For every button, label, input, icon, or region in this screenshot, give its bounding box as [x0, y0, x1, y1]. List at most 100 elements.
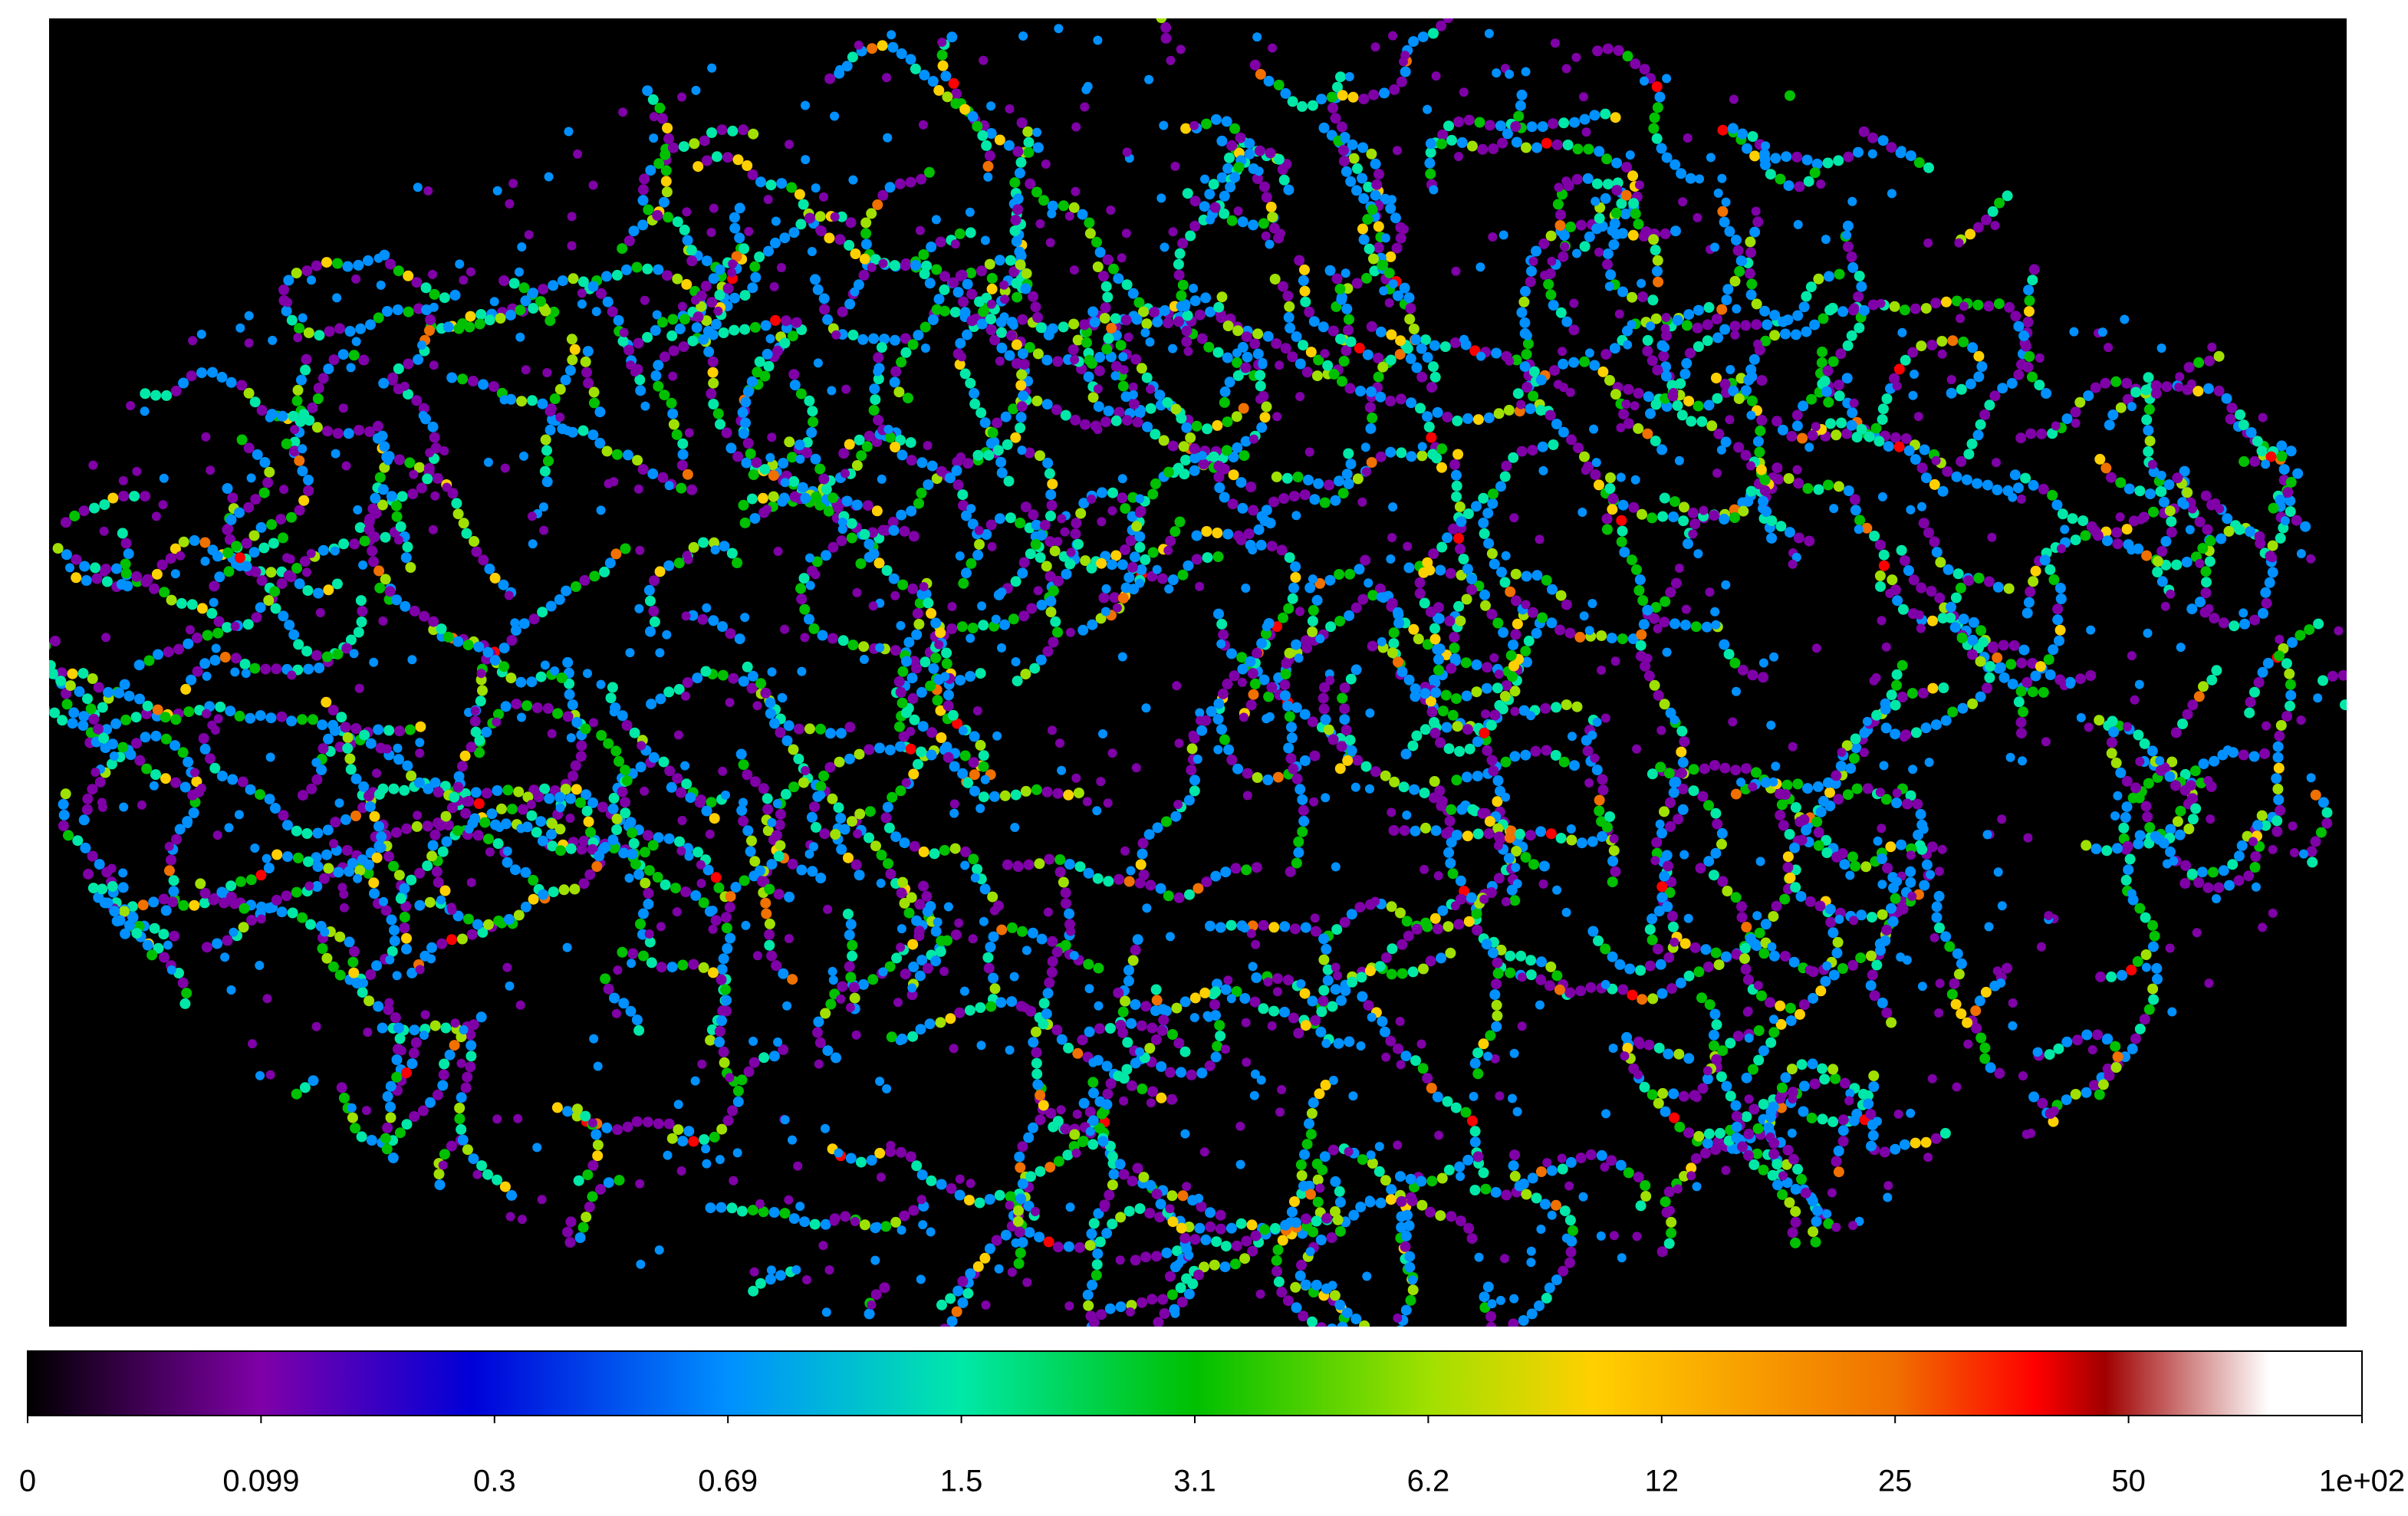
map-pixel [83, 868, 94, 880]
map-pixel [926, 242, 937, 252]
map-pixel [1656, 988, 1668, 999]
map-pixel [964, 1005, 975, 1016]
map-pixel [913, 498, 924, 509]
map-pixel [71, 554, 82, 565]
map-pixel [2106, 748, 2117, 759]
map-pixel [505, 309, 516, 321]
map-pixel [449, 289, 461, 301]
map-pixel [1768, 911, 1779, 922]
map-pixel [1587, 926, 1599, 937]
map-pixel [873, 373, 884, 385]
map-pixel [1642, 345, 1653, 357]
map-pixel [794, 189, 805, 200]
map-pixel [812, 284, 824, 295]
map-pixel [911, 629, 923, 640]
map-pixel [587, 281, 599, 292]
map-pixel [212, 551, 223, 562]
map-pixel [642, 85, 653, 97]
map-pixel [353, 259, 364, 271]
map-pixel [2197, 543, 2209, 554]
map-pixel [1669, 1112, 1680, 1123]
map-pixel [255, 521, 267, 533]
map-pixel [452, 781, 464, 793]
map-pixel [656, 317, 668, 328]
map-pixel [1669, 618, 1680, 630]
map-pixel [1447, 709, 1459, 721]
map-pixel [1401, 916, 1413, 927]
map-pixel [1868, 1070, 1880, 1081]
map-pixel [311, 260, 322, 271]
map-pixel [1652, 364, 1663, 376]
map-pixel [1348, 1209, 1360, 1221]
map-pixel [1683, 396, 1695, 407]
map-pixel [2196, 867, 2208, 878]
map-pixel [1343, 324, 1354, 336]
map-pixel [1015, 156, 1027, 168]
map-pixel [1344, 383, 1356, 394]
map-pixel [1222, 352, 1233, 363]
map-pixel [2252, 820, 2263, 831]
map-pixel [1398, 781, 1410, 793]
map-pixel [1151, 995, 1163, 1006]
map-pixel [1748, 1064, 1758, 1075]
map-pixel [1012, 1215, 1024, 1227]
map-pixel [342, 261, 354, 272]
map-pixel [1026, 603, 1038, 614]
map-pixel [453, 323, 465, 334]
map-pixel [2020, 472, 2031, 484]
map-pixel [1841, 740, 1853, 751]
map-pixel [764, 883, 775, 895]
map-pixel [1483, 828, 1495, 840]
map-pixel [887, 516, 899, 528]
map-pixel [1162, 396, 1173, 408]
map-pixel [584, 1201, 595, 1212]
map-pixel [2141, 414, 2153, 426]
map-pixel [1591, 178, 1603, 189]
map-pixel [1780, 328, 1791, 340]
map-pixel [1167, 1029, 1178, 1040]
map-pixel [869, 383, 880, 395]
map-pixel [936, 49, 948, 61]
map-pixel [1543, 278, 1554, 290]
map-pixel [799, 603, 811, 615]
map-pixel [2009, 469, 2021, 481]
map-pixel [1663, 952, 1675, 963]
map-pixel [1900, 433, 1912, 444]
map-pixel [239, 659, 251, 669]
map-pixel [923, 479, 934, 491]
map-pixel [1515, 950, 1527, 962]
map-pixel [824, 73, 836, 84]
map-pixel [1511, 136, 1522, 148]
map-pixel [2235, 409, 2246, 420]
map-pixel [1038, 1018, 1049, 1030]
map-pixel [351, 978, 363, 988]
map-pixel [1811, 158, 1823, 169]
map-pixel [1291, 639, 1302, 650]
map-pixel [1686, 1162, 1697, 1174]
map-pixel [160, 905, 172, 916]
map-pixel [1810, 1236, 1821, 1248]
map-pixel [643, 865, 655, 876]
map-pixel [1623, 418, 1634, 429]
map-pixel [1437, 705, 1449, 717]
map-pixel [580, 356, 591, 367]
map-pixel [1633, 219, 1644, 230]
map-pixel [1011, 339, 1022, 350]
map-pixel [1165, 535, 1176, 547]
map-pixel [2218, 617, 2229, 629]
map-pixel [1429, 633, 1441, 645]
map-pixel [762, 348, 773, 360]
map-pixel [907, 692, 919, 704]
map-pixel [462, 913, 474, 925]
map-pixel [1645, 408, 1656, 419]
map-pixel [1848, 1115, 1860, 1126]
map-pixel [734, 633, 745, 645]
map-pixel [2150, 380, 2162, 391]
map-pixel [806, 427, 817, 438]
map-pixel [1023, 859, 1035, 870]
map-pixel [692, 672, 703, 684]
map-pixel [1689, 942, 1701, 953]
map-pixel [1703, 1128, 1715, 1139]
map-pixel [1610, 866, 1621, 877]
map-pixel [1300, 1020, 1311, 1031]
